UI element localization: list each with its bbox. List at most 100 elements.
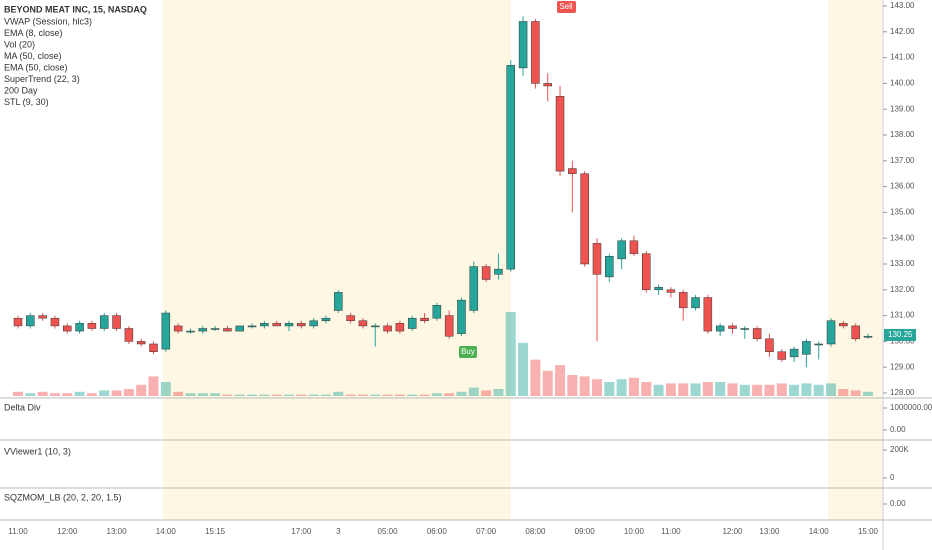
sell-marker <box>557 1 576 13</box>
pane-title: Delta Div <box>4 402 41 412</box>
volume-bar <box>456 391 467 396</box>
candle-body <box>752 328 762 340</box>
buy-marker <box>459 346 477 358</box>
candle-body <box>678 292 688 309</box>
indicator-label: STL (9, 30) <box>4 97 49 107</box>
candle-body <box>370 325 380 328</box>
y-tick-label: 134.00 <box>890 233 915 242</box>
x-tick-label: 09:00 <box>575 527 596 536</box>
candle-body <box>272 323 281 327</box>
candle-body <box>654 286 663 291</box>
volume-bar <box>727 383 738 396</box>
candle-body <box>75 323 84 332</box>
volume-bar <box>49 393 60 396</box>
candle-body <box>173 325 183 332</box>
candle-body <box>321 317 331 322</box>
candle-body <box>161 312 171 350</box>
volume-bar <box>62 393 73 396</box>
volume-bar <box>653 384 664 396</box>
candle-body <box>531 21 540 84</box>
x-tick-label: 14:00 <box>156 527 177 536</box>
candle-body <box>223 328 232 332</box>
candle-body <box>112 315 121 329</box>
candle-body <box>444 315 454 337</box>
x-tick-label: 05:00 <box>378 527 399 536</box>
volume-bar <box>394 394 405 396</box>
volume-bar <box>37 391 48 396</box>
volume-bar <box>431 393 442 396</box>
indicator-label: 200 Day <box>4 85 38 95</box>
y-tick-label: 129.00 <box>890 362 915 371</box>
y-tick-label: 0.00 <box>890 425 906 434</box>
volume-bar <box>702 382 713 396</box>
candle-body <box>124 328 134 342</box>
volume-bar <box>715 382 726 396</box>
volume-bar <box>308 394 319 396</box>
candle-body <box>568 168 577 174</box>
candle-body <box>814 343 823 346</box>
volume-bar <box>518 342 529 396</box>
volume-bar <box>752 384 763 396</box>
volume-bar <box>579 376 590 396</box>
volume-bar <box>776 383 787 396</box>
candle-body <box>802 341 811 355</box>
volume-bar <box>678 383 689 396</box>
candle-body <box>691 297 700 309</box>
volume-bar <box>247 394 258 396</box>
candle-body <box>469 266 479 311</box>
y-tick-label: 138.00 <box>890 130 915 139</box>
y-tick-label: 136.00 <box>890 182 915 191</box>
indicator-label: EMA (50, close) <box>4 62 68 72</box>
y-tick-label: 128.00 <box>890 388 915 397</box>
volume-bar <box>863 391 873 396</box>
volume-bar <box>271 394 282 396</box>
volume-bar <box>764 384 775 396</box>
candle-body <box>284 323 294 327</box>
indicator-label: MA (50, close) <box>4 51 62 61</box>
y-tick-label: 130.00 <box>890 337 915 346</box>
volume-bar <box>838 389 849 396</box>
y-tick-label: 200K <box>890 445 909 454</box>
candle-body <box>666 289 676 293</box>
volume-bar <box>123 389 134 396</box>
candle-body <box>99 315 109 329</box>
last-price-tag <box>884 328 916 341</box>
candle-body <box>555 96 565 172</box>
last-price-label: 130.25 <box>888 330 913 339</box>
volume-bar <box>370 394 381 396</box>
volume-bar <box>604 382 615 396</box>
candle-body <box>703 297 713 332</box>
volume-bar <box>296 394 307 396</box>
candle-body <box>50 317 60 327</box>
candle-body <box>420 317 429 322</box>
candle-body <box>728 325 737 329</box>
y-tick-label: 0.00 <box>890 499 906 508</box>
candle-body <box>13 317 23 327</box>
volume-bar <box>234 394 245 396</box>
volume-bar <box>284 394 295 396</box>
volume-bar <box>357 394 368 396</box>
volume-bar <box>86 393 97 396</box>
candle-body <box>642 253 651 291</box>
volume-bar <box>505 312 516 396</box>
x-tick-label: 15:00 <box>858 527 879 536</box>
volume-bar <box>530 359 541 396</box>
candle-body <box>580 173 589 265</box>
candle-body <box>481 266 491 280</box>
volume-bar <box>197 393 208 396</box>
candle-body <box>136 341 146 345</box>
volume-bar <box>789 384 800 396</box>
volume-bar <box>210 393 221 396</box>
volume-bar <box>690 383 701 396</box>
indicator-label: VWAP (Session, hlc3) <box>4 16 92 26</box>
candle-body <box>186 330 195 333</box>
volume-bar <box>493 389 504 396</box>
candle-body <box>432 305 442 319</box>
volume-bar <box>148 376 159 396</box>
x-tick-label: 07:00 <box>476 527 497 536</box>
session-band <box>828 0 882 520</box>
pane-title: SQZMOM_LB (20, 2, 20, 1.5) <box>4 492 122 502</box>
candle-body <box>543 83 552 87</box>
y-tick-label: 140.00 <box>890 79 915 88</box>
y-tick-label: 131.00 <box>890 311 915 320</box>
